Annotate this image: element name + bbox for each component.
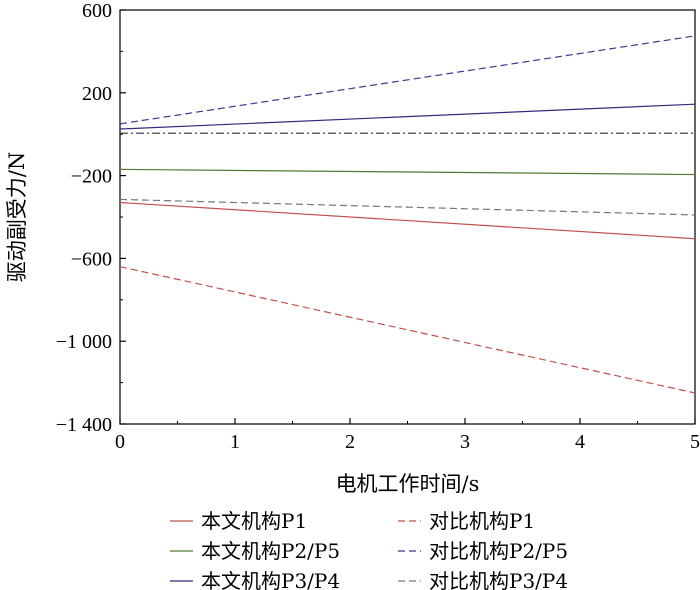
legend-label: 本文机构P1 [201, 509, 307, 533]
plot-frame [119, 9, 696, 425]
legend: 本文机构P1 对比机构P1 本文机构P2/P5 对比机构P2/P5 本文机构P3/P4 对… [170, 509, 568, 590]
legend-label: 对比机构P3/P4 [429, 569, 568, 590]
series-line-3 [119, 168, 696, 176]
x-tick-label: 0 [115, 431, 125, 453]
y-tick-label: −200 [71, 166, 112, 188]
legend-label: 对比机构P2/P5 [429, 539, 568, 563]
x-tick-label: 3 [460, 431, 470, 453]
y-tick-label: −600 [71, 248, 112, 270]
x-axis: 0 1 2 3 4 5 [115, 418, 700, 453]
series-line-2 [119, 266, 696, 394]
y-tick-label: −1 400 [56, 414, 112, 436]
series-group [119, 35, 696, 394]
y-tick-label: 200 [82, 83, 112, 105]
legend-label: 本文机构P3/P4 [201, 569, 340, 590]
y-tick-label: −1 000 [56, 331, 112, 353]
legend-label: 对比机构P1 [429, 509, 535, 533]
legend-label: 本文机构P2/P5 [201, 539, 340, 563]
y-axis: 600 200 −200 −600 −1 000 −1 400 [56, 0, 126, 436]
series-line-4 [119, 35, 696, 125]
x-axis-title: 电机工作时间/s [336, 472, 480, 496]
x-tick-label: 4 [575, 431, 585, 453]
series-line-1 [119, 201, 696, 240]
series-line-6 [119, 198, 696, 216]
x-tick-label: 5 [690, 431, 700, 453]
x-tick-label: 2 [345, 431, 355, 453]
x-tick-label: 1 [230, 431, 240, 453]
y-tick-label: 600 [82, 0, 112, 22]
y-axis-title: 驱动副受力/N [5, 152, 29, 282]
series-line-5 [119, 103, 696, 130]
